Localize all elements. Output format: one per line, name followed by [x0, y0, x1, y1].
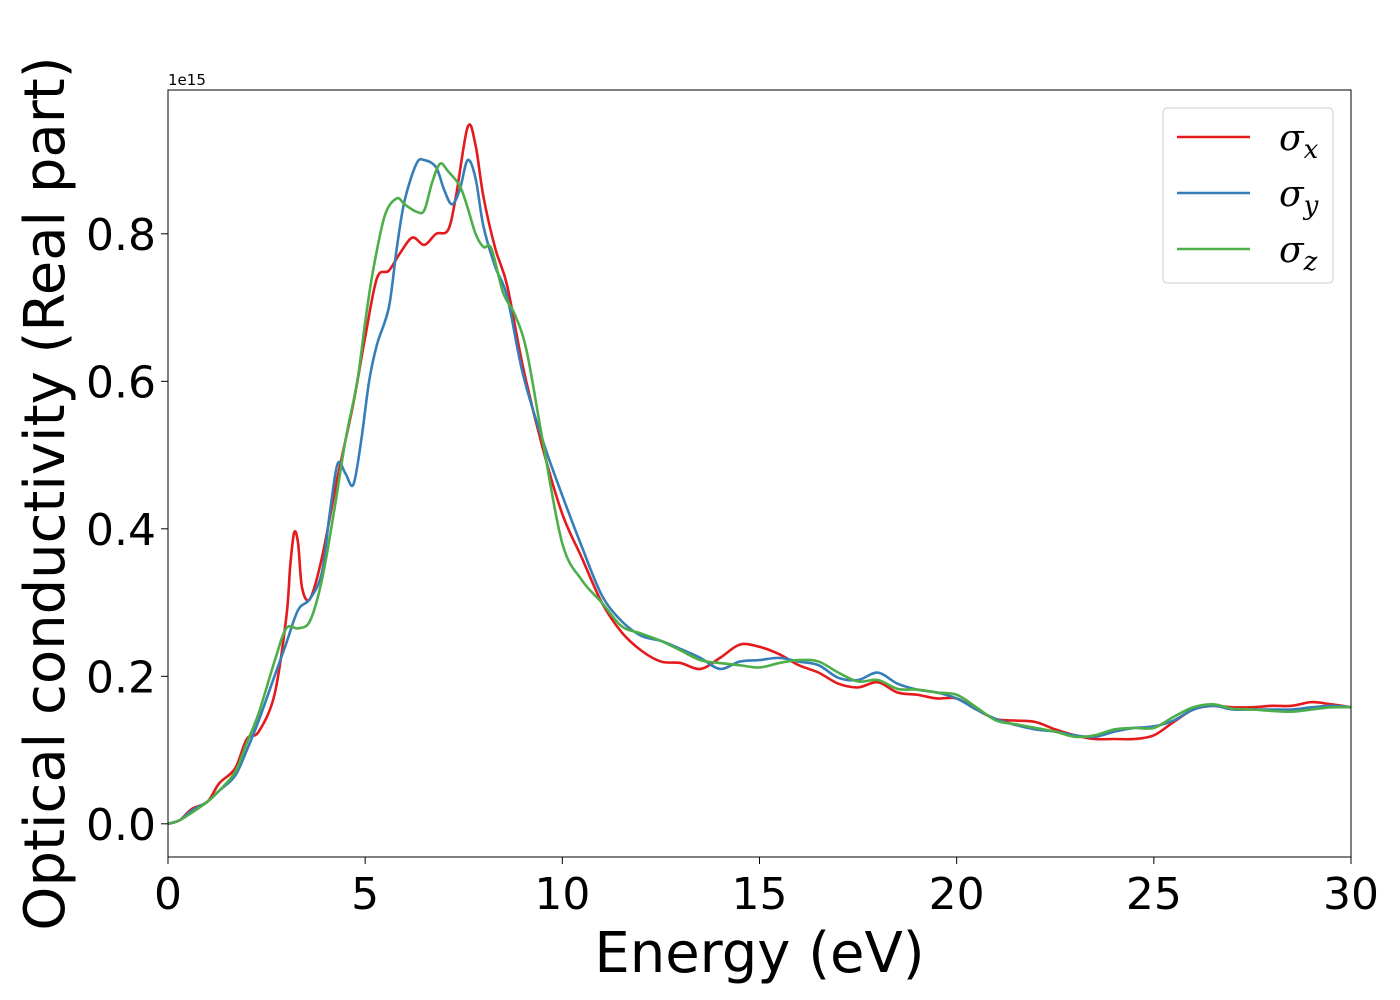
- legend-box: [1162, 107, 1334, 284]
- x-tick-label: 5: [351, 869, 379, 920]
- x-tick-label: 0: [154, 869, 182, 920]
- y-tick-label: 0.0: [86, 800, 156, 851]
- series-line-sigma-z: [168, 162, 1351, 826]
- x-tick-label: 25: [1126, 869, 1182, 920]
- ticks-layer: 0 5 10 15 20 25 30 0.0 0.2 0.4 0.6 0.8: [86, 210, 1379, 920]
- legend-label-sigma-y: σy: [1279, 174, 1319, 221]
- legend-label-sigma-x: σx: [1279, 118, 1319, 165]
- legend-label-sigma-z: σz: [1279, 230, 1318, 277]
- y-offset-label: 1e15: [168, 71, 206, 89]
- x-tick-label: 20: [929, 869, 985, 920]
- y-tick-label: 0.2: [86, 652, 156, 703]
- series-line-sigma-x: [168, 123, 1351, 826]
- y-axis-label: Optical conductivity (Real part): [13, 56, 78, 930]
- y-tick-label: 0.4: [86, 505, 156, 556]
- x-axis-label: Energy (eV): [594, 921, 924, 986]
- series-line-sigma-y: [168, 157, 1351, 826]
- series-layer: [168, 123, 1351, 826]
- legend: σx σy σz: [1162, 107, 1334, 284]
- y-tick-label: 0.8: [86, 210, 156, 261]
- y-tick-label: 0.6: [86, 357, 156, 408]
- x-tick-label: 30: [1323, 869, 1379, 920]
- x-tick-label: 15: [732, 869, 788, 920]
- x-tick-label: 10: [534, 869, 590, 920]
